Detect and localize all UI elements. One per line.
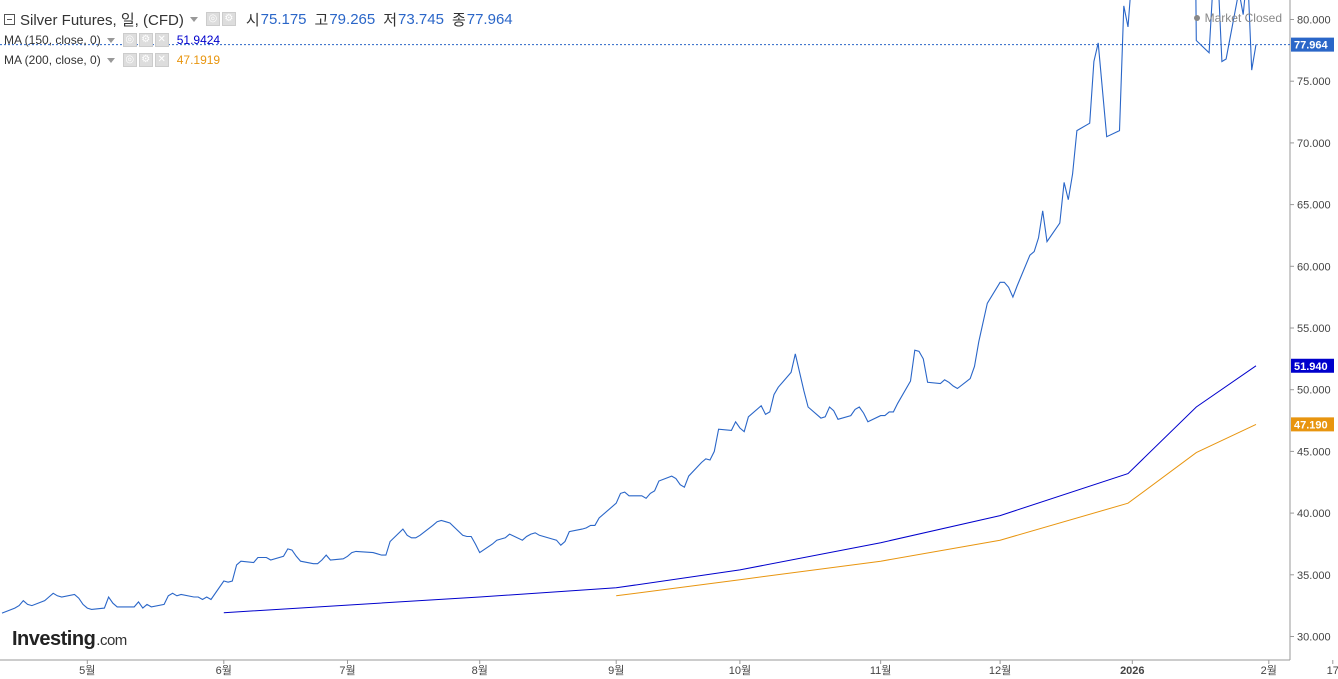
close-icon[interactable]: ✕ xyxy=(154,33,169,47)
y-tick-label: 50.000 xyxy=(1297,385,1331,397)
symbol-row: Silver Futures, 일, (CFD) ◎ ⚙ 시 75.175 고 79… xyxy=(4,8,513,30)
investing-logo: Investing .com xyxy=(12,628,127,651)
last-price-tag: 77.964 xyxy=(1294,40,1329,52)
y-tick-label: 40.000 xyxy=(1297,508,1331,520)
ma150-tag: 51.940 xyxy=(1294,361,1328,373)
x-tick-label: 5월 xyxy=(79,664,95,677)
x-tick-label: 7월 xyxy=(339,664,355,677)
y-tick-label: 70.000 xyxy=(1297,138,1331,150)
price-line xyxy=(1,0,1257,614)
open-label: 시 xyxy=(245,11,260,29)
x-tick-label: 10월 xyxy=(729,664,751,677)
y-tick-label: 60.000 xyxy=(1297,261,1331,273)
high-label: 고 xyxy=(314,11,329,29)
ma200-label: MA (200, close, 0) xyxy=(4,53,101,67)
ma200-row: MA (200, close, 0) ◎ ⚙ ✕ 47.1919 xyxy=(4,50,513,70)
y-tick-label: 45.000 xyxy=(1297,446,1331,458)
low-label: 저 xyxy=(383,11,398,29)
settings-icon[interactable]: ⚙ xyxy=(138,53,153,67)
low-value: 73.745 xyxy=(398,10,444,28)
x-tick-label: 17 xyxy=(1327,665,1338,677)
y-tick-label: 75.000 xyxy=(1297,76,1331,88)
ma150-line xyxy=(223,365,1257,614)
x-tick-label: 8월 xyxy=(472,664,488,677)
x-tick-label: 12월 xyxy=(989,664,1011,677)
ma150-label: MA (150, close, 0) xyxy=(4,33,101,47)
visibility-icon[interactable]: ◎ xyxy=(122,53,137,67)
x-tick-label: 11월 xyxy=(870,664,892,677)
close-label: 종 xyxy=(451,11,466,29)
y-tick-label: 30.000 xyxy=(1297,632,1331,644)
ma200-line xyxy=(616,423,1257,597)
ma200-tag-bg xyxy=(1291,417,1334,432)
logo-suffix: .com xyxy=(96,632,127,649)
x-tick-label: 2026 xyxy=(1120,665,1144,677)
x-tick-label: 6월 xyxy=(216,664,232,677)
chevron-down-icon[interactable] xyxy=(189,16,198,22)
chevron-down-icon[interactable] xyxy=(106,37,115,43)
ma150-value: 51.9424 xyxy=(176,33,221,47)
close-icon[interactable]: ✕ xyxy=(154,53,169,67)
settings-icon[interactable]: ⚙ xyxy=(138,33,153,47)
y-tick-label: 65.000 xyxy=(1297,200,1331,212)
market-status: Market Closed xyxy=(1193,11,1282,25)
status-dot-icon xyxy=(1193,15,1200,21)
market-status-text: Market Closed xyxy=(1204,11,1282,25)
settings-icon[interactable]: ⚙ xyxy=(221,12,236,26)
y-tick-label: 80.000 xyxy=(1297,15,1331,27)
ma150-tag-bg xyxy=(1291,358,1334,373)
y-tick-label: 55.000 xyxy=(1297,323,1331,335)
close-value: 77.964 xyxy=(466,10,513,28)
chevron-down-icon[interactable] xyxy=(106,57,115,63)
x-tick-label: 9월 xyxy=(608,664,624,677)
ma200-value: 47.1919 xyxy=(176,53,221,67)
logo-name: Investing xyxy=(12,628,96,650)
symbol-title: Silver Futures, 일, (CFD) xyxy=(20,11,184,29)
x-tick-label: 2월 xyxy=(1261,664,1277,677)
ma150-row: MA (150, close, 0) ◎ ⚙ ✕ 51.9424 xyxy=(4,30,513,50)
y-tick-label: 35.000 xyxy=(1297,570,1331,582)
ma200-tag: 47.190 xyxy=(1294,419,1328,431)
visibility-icon[interactable]: ◎ xyxy=(122,33,137,47)
high-value: 79.265 xyxy=(329,10,376,28)
collapse-icon[interactable] xyxy=(4,13,15,25)
visibility-icon[interactable]: ◎ xyxy=(205,12,220,26)
last-price-tag-bg xyxy=(1291,37,1334,52)
open-value: 75.175 xyxy=(260,10,307,28)
chart-legend: Silver Futures, 일, (CFD) ◎ ⚙ 시 75.175 고 79… xyxy=(4,8,513,70)
